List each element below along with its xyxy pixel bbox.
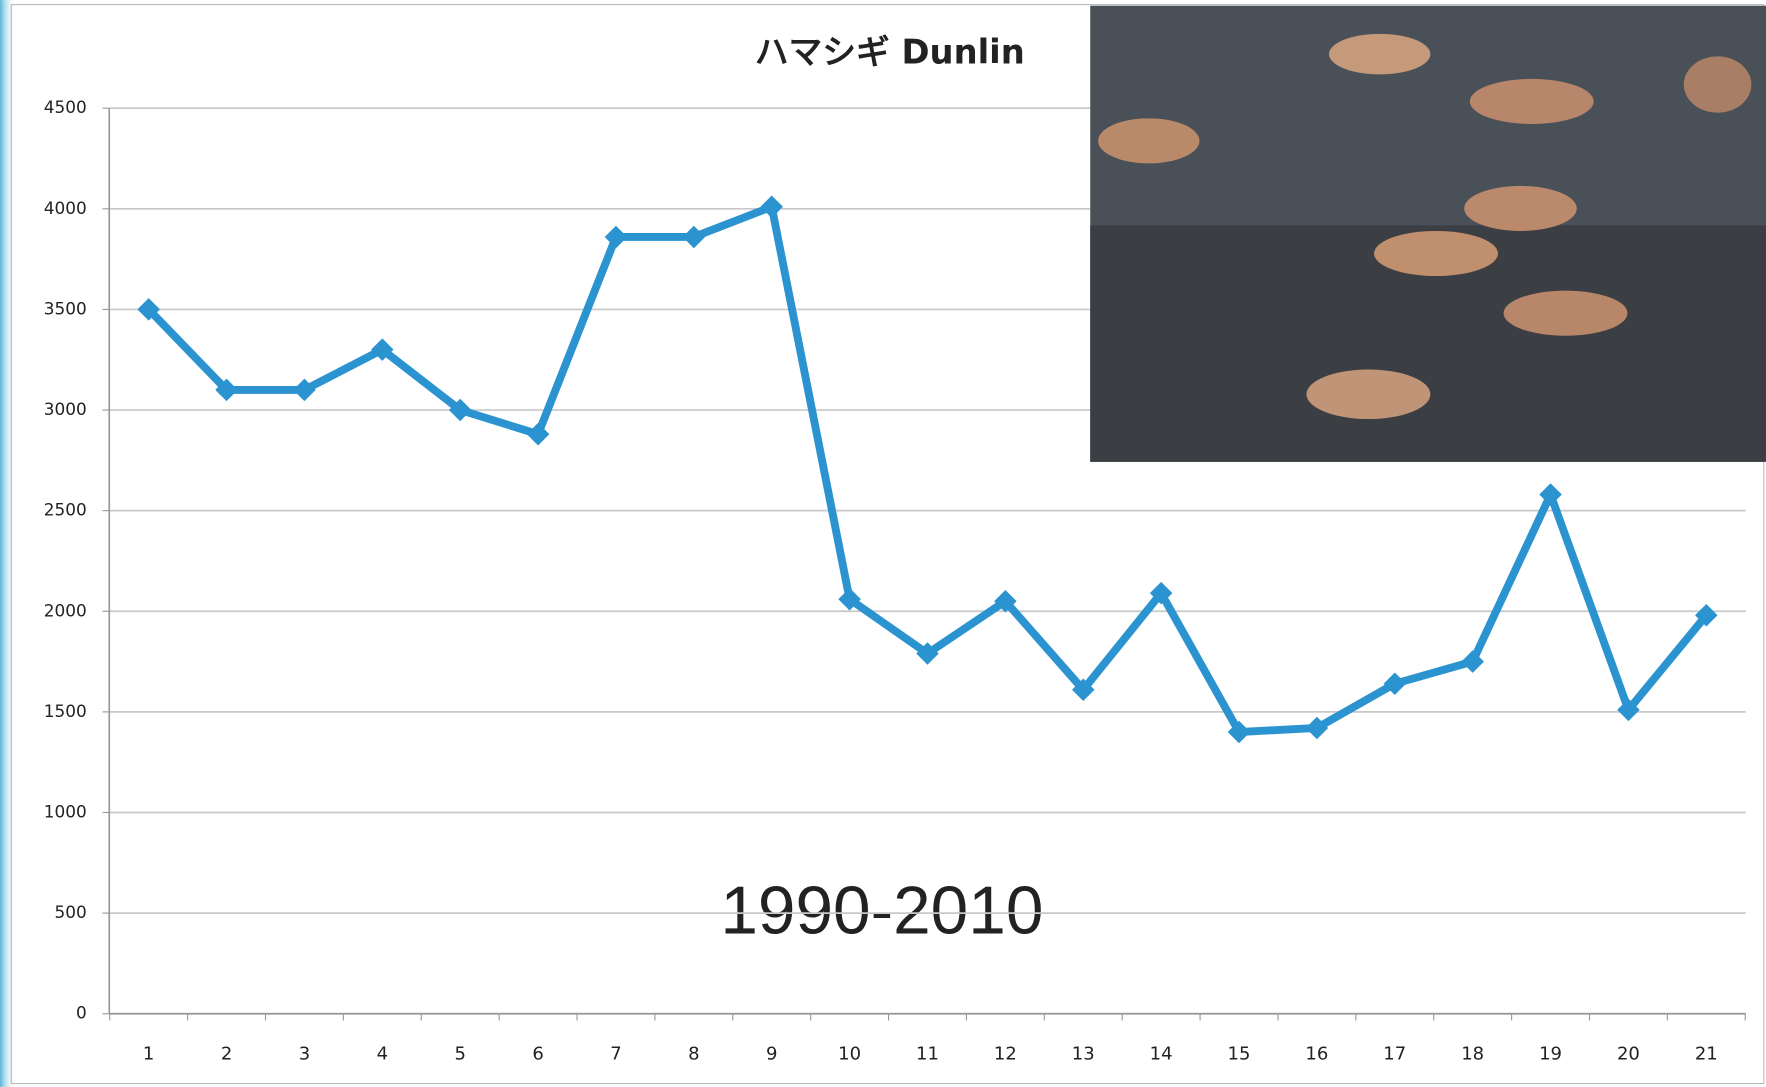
- bird: [1374, 231, 1498, 276]
- x-tick-label: 18: [1461, 1043, 1484, 1064]
- x-tick-label: 17: [1383, 1043, 1406, 1064]
- x-tick-label: 6: [532, 1043, 543, 1064]
- y-tick-label: 2500: [44, 500, 87, 520]
- y-tick-label: 1000: [44, 801, 87, 821]
- annotation: 1990-2010: [720, 874, 1043, 949]
- x-tick-label: 14: [1150, 1043, 1173, 1064]
- x-tick-label: 10: [838, 1043, 861, 1064]
- bird: [1306, 369, 1430, 419]
- x-tick-label: 15: [1228, 1043, 1251, 1064]
- y-tick-label: 4500: [44, 97, 87, 117]
- x-tick-label: 2: [221, 1043, 232, 1064]
- x-tick-label: 12: [994, 1043, 1017, 1064]
- bird: [1329, 34, 1430, 75]
- x-tick-label: 8: [688, 1043, 699, 1064]
- page: {"chart_data": {"type": "line", "title":…: [0, 0, 1766, 1087]
- bird: [1464, 186, 1577, 231]
- x-tick-label: 11: [916, 1043, 939, 1064]
- x-tick-label: 13: [1072, 1043, 1095, 1064]
- data-marker: [527, 423, 550, 446]
- bird-photo: [1090, 6, 1766, 462]
- y-tick-label: 2000: [44, 600, 87, 620]
- edge-gradient: [0, 0, 16, 1087]
- y-tick-label: 500: [55, 902, 87, 922]
- x-tick-label: 9: [766, 1043, 777, 1064]
- y-tick-label: 4000: [44, 198, 87, 218]
- data-marker: [683, 226, 706, 249]
- y-tick-label: 3000: [44, 399, 87, 419]
- x-tick-label: 16: [1305, 1043, 1328, 1064]
- x-tick-label: 21: [1695, 1043, 1718, 1064]
- bird: [1098, 118, 1199, 163]
- data-marker: [760, 196, 783, 219]
- x-tick-label: 20: [1617, 1043, 1640, 1064]
- data-marker: [605, 226, 628, 249]
- x-tick-label: 19: [1539, 1043, 1562, 1064]
- x-tick-label: 1: [143, 1043, 154, 1064]
- y-tick-label: 0: [76, 1003, 87, 1023]
- bird: [1684, 56, 1752, 112]
- x-tick-label: 3: [299, 1043, 310, 1064]
- chart: ハマシギ Dunlin 1990-2010 050010001500200025…: [0, 0, 1766, 1087]
- bird: [1504, 291, 1628, 336]
- x-tick-label: 4: [377, 1043, 388, 1064]
- bird: [1470, 79, 1594, 124]
- y-tick-label: 3500: [44, 298, 87, 318]
- chart-title: ハマシギ Dunlin: [755, 33, 1025, 72]
- x-tick-label: 5: [454, 1043, 465, 1064]
- x-tick-label: 7: [610, 1043, 621, 1064]
- y-tick-label: 1500: [44, 701, 87, 721]
